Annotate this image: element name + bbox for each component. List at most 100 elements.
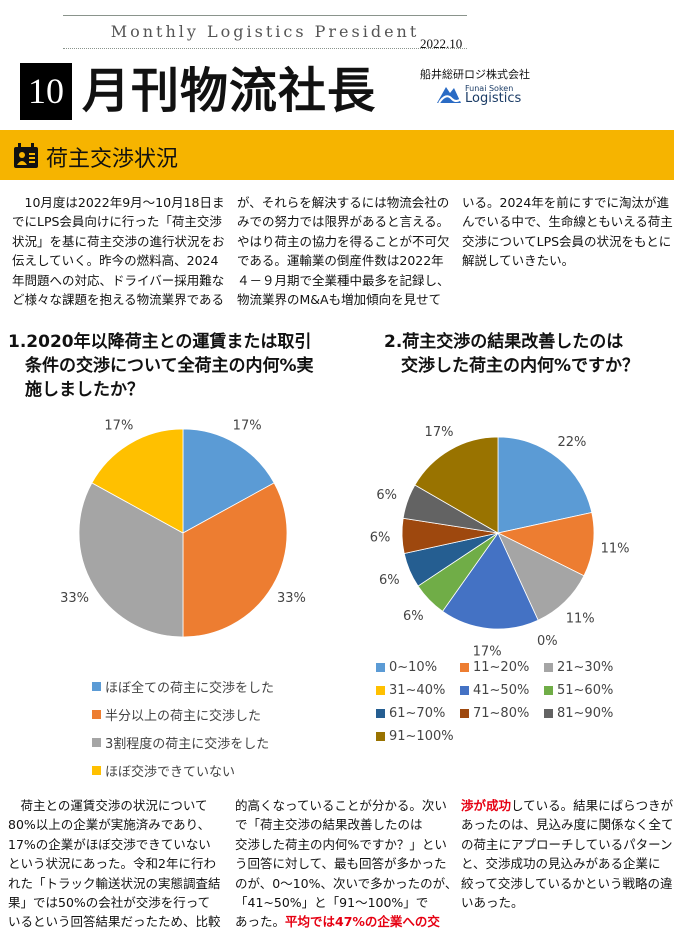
logo-text-big: Logistics	[465, 91, 522, 106]
legend-label: 0~10%	[389, 660, 438, 675]
company-logo: Funai Soken Logistics	[436, 84, 522, 106]
legend-label: 11~20%	[473, 660, 530, 675]
text-line: 交渉した荷主の内何%ですか？」とい	[235, 835, 457, 854]
question-1-heading: 1.2020年以降荷主との運賃または取引 条件の交渉について全荷主の内何%実 施…	[8, 330, 314, 402]
legend-item: 71~80%	[460, 706, 544, 721]
legend-item: 81~90%	[544, 706, 634, 721]
text-segment: 「41~50%」と「91～100%」で	[235, 895, 429, 911]
text-segment: 荷主との運賃交渉の状況について	[8, 798, 208, 813]
text-line: いるという回答結果だったため、比較	[8, 912, 221, 931]
legend-swatch	[544, 663, 553, 672]
q2-line: 交渉した荷主の内何%ですか？	[384, 356, 640, 376]
legend-label: ほぼ全ての荷主に交渉をした	[105, 681, 275, 696]
text-line: んでいる中で、生命線ともいえる荷主	[462, 214, 673, 230]
text-line: 荷主との運賃交渉の状況について	[8, 796, 221, 815]
chart-2-data-label: 0%	[537, 634, 558, 649]
text-line: 渉が成功している。結果にばらつきが	[461, 796, 674, 815]
text-line: 解説していきたい。	[462, 253, 575, 269]
text-line: という状況にあった。令和2年に行わ	[8, 854, 221, 873]
section-band	[0, 130, 674, 180]
chart-1-slice	[91, 428, 184, 534]
text-line: 17%の企業がほぼ交渉できていない	[8, 835, 221, 854]
legend-item: ほぼ交渉できていない	[92, 761, 274, 780]
legend-item: 11~20%	[460, 660, 544, 675]
text-line: 年問題への対応、ドライバー採用難な	[12, 272, 225, 288]
chart-2-data-label: 11%	[566, 612, 595, 627]
legend-label: 3割程度の荷主に交渉をした	[105, 737, 270, 752]
chart-1-slice	[182, 428, 275, 534]
text-line: いる。2024年を前にすでに淘汰が進	[462, 195, 670, 210]
legend-swatch	[544, 709, 553, 718]
legend-item: 91~100%	[376, 729, 460, 744]
legend-swatch	[92, 766, 101, 775]
legend-label: 71~80%	[473, 706, 530, 721]
legend-item: 半分以上の荷主に交渉した	[92, 705, 274, 724]
q1-line: 施しましたか？	[8, 380, 144, 400]
question-2-heading: 2.荷主交渉の結果改善したのは 交渉した荷主の内何%ですか？	[384, 330, 639, 378]
legend-label: 31~40%	[389, 683, 446, 698]
text-line: と、交渉成功の見込みがある企業に	[461, 854, 674, 873]
chart-1-legend: ほぼ全ての荷主に交渉をした 半分以上の荷主に交渉した 3割程度の荷主に交渉をした ほぼ…	[92, 677, 274, 789]
text-segment: と、交渉成功の見込みがある企業に	[461, 856, 661, 872]
text-segment: いるという回答結果だったため、比較	[8, 914, 221, 930]
legend-label: 81~90%	[557, 706, 614, 721]
text-line: 80%以上の企業が実施済みであり、	[8, 815, 221, 834]
chart-1-data-label: 33%	[60, 591, 89, 606]
legend-swatch	[376, 663, 385, 672]
text-line: ４－９月期で全業種中最多を記録し、	[237, 272, 450, 288]
text-line: 「41~50%」と「91～100%」で	[235, 893, 457, 912]
text-segment: 80%以上の企業が実施済みであり、	[8, 817, 211, 833]
text-segment: で「荷主交渉の結果改善したのは	[235, 817, 423, 833]
legend-label: 91~100%	[389, 729, 454, 744]
legend-item: ほぼ全ての荷主に交渉をした	[92, 677, 274, 696]
legend-swatch	[376, 709, 385, 718]
text-line: 交渉についてLPS会員の状況をもとに	[462, 233, 672, 249]
text-segment: あった。	[235, 914, 286, 930]
text-segment: している。結果にばらつきが	[511, 798, 674, 813]
legend-item: 51~60%	[544, 683, 634, 698]
legend-swatch	[376, 732, 385, 741]
chart-2-slice	[441, 532, 539, 630]
body-column-1: 荷主との運賃交渉の状況について 80%以上の企業が実施済みであり、 17%の企業がほ…	[8, 796, 221, 932]
intro-column-3: いる。2024年を前にすでに淘汰が進 んでいる中で、生命線ともいえる荷主 交渉につい…	[462, 193, 673, 271]
legend-swatch	[92, 682, 101, 691]
legend-item: 31~40%	[376, 683, 460, 698]
legend-label: 21~30%	[557, 660, 614, 675]
legend-label: 半分以上の荷主に交渉した	[105, 709, 262, 724]
chart-1-data-label: 17%	[104, 419, 133, 434]
text-segment: いあった。	[461, 895, 524, 911]
chart-2-slice	[414, 436, 499, 534]
text-line: 絞って交渉しているかという戦略の違	[461, 874, 674, 893]
legend-swatch	[92, 710, 101, 719]
q1-line: 1.2020年以降荷主との運賃または取引	[8, 332, 312, 352]
body-column-2: 的高くなっていることが分かる。次い で「荷主交渉の結果改善したのは 交渉した荷主の内…	[235, 796, 457, 932]
chart-2-data-label: 22%	[558, 435, 587, 450]
intro-column-1: 10月度は2022年9月～10月18日ま でにLPS会員向けに行った「荷主交渉 状況…	[12, 193, 225, 309]
text-line: いあった。	[461, 893, 674, 912]
text-line: あったのは、見込み度に関係なく全て	[461, 815, 674, 834]
text-line: 果」では50%の会社が交渉を行って	[8, 893, 221, 912]
legend-item: 0~10%	[376, 660, 460, 675]
legend-label: ほぼ交渉できていない	[105, 765, 236, 780]
text-line: 伝えしていく。昨今の燃料高、2024	[12, 253, 219, 269]
text-line: ど様々な課題を抱える物流業界である	[12, 292, 225, 308]
legend-item: 21~30%	[544, 660, 634, 675]
chart-2-data-label: 11%	[601, 542, 630, 557]
text-line: が、それらを解決するには物流会社の	[237, 195, 450, 210]
chart-1-slice	[182, 482, 288, 638]
text-line: みでの努力では限界があると言える。	[237, 214, 450, 230]
legend-swatch	[92, 738, 101, 747]
legend-label: 51~60%	[557, 683, 614, 698]
issue-date: 2022.10	[420, 36, 463, 51]
text-line: 状況」を基に荷主交渉の進行状況をお	[12, 233, 225, 249]
text-segment: の荷主にアプローチしているパターン	[461, 836, 673, 852]
company-name: 船井総研ロジ株式会社	[420, 68, 530, 81]
chart-1-slice	[78, 482, 184, 638]
header-bottom-rule	[63, 48, 467, 49]
pie-charts: 17% 33% 33% 17% 22% 11% 11% 0% 17% 6% 6% 6% 6% 17%	[60, 419, 630, 660]
highlight-text: 平均では47%の企業への交	[285, 914, 440, 930]
text-segment: 17%の企業がほぼ交渉できていない	[8, 836, 211, 852]
chart-2-legend: 0~10% 11~20% 21~30% 31~40% 41~50% 51~60% 61~70…	[376, 660, 666, 744]
text-line: れた「トラック輸送状況の実態調査結	[8, 874, 221, 893]
legend-swatch	[544, 686, 553, 695]
